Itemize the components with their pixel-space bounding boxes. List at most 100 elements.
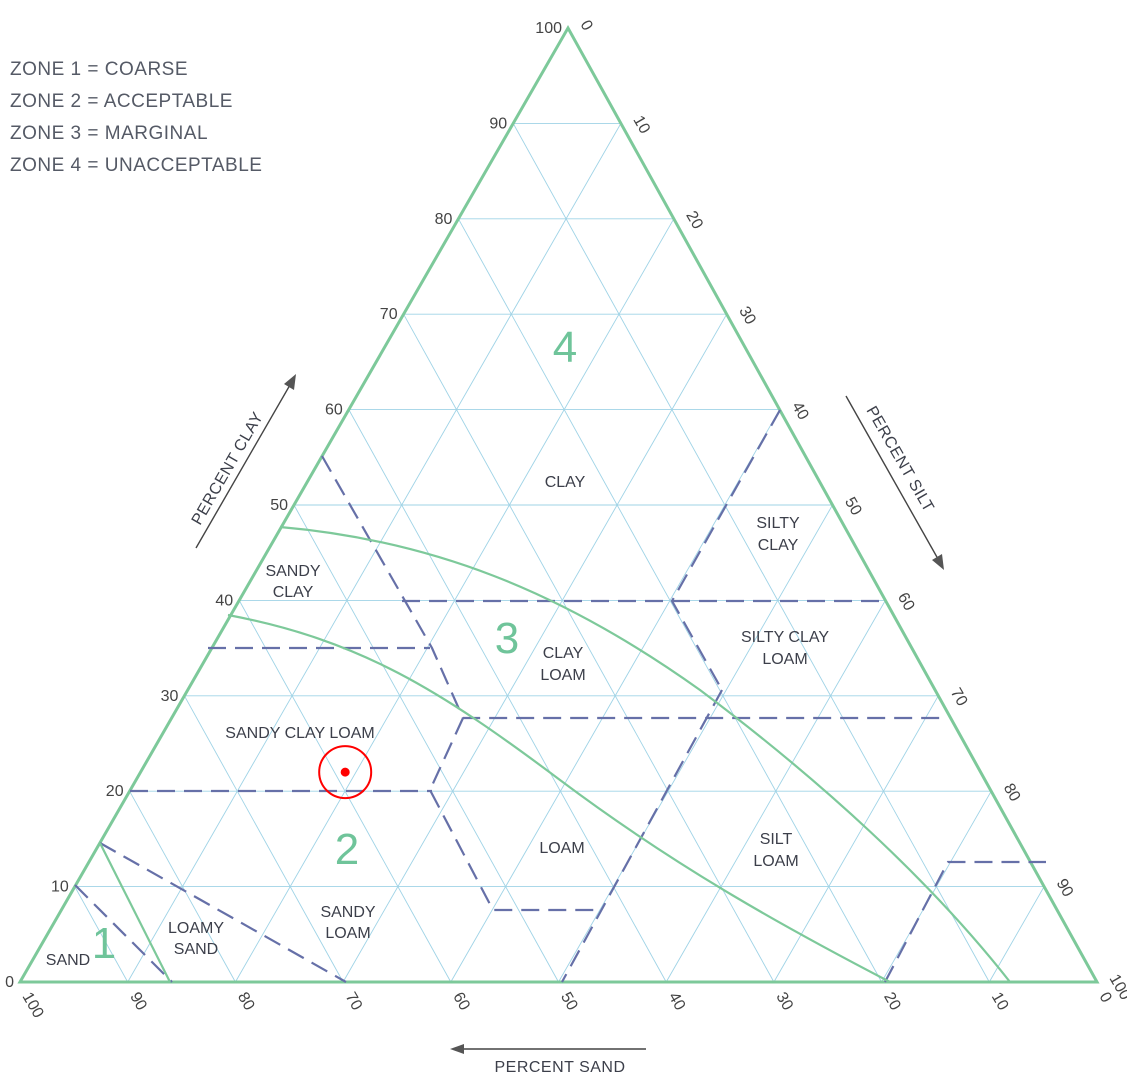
legend-zone-4: ZONE 4 = UNACCEPTABLE	[10, 155, 262, 176]
sand-arrow-head-icon	[450, 1044, 464, 1054]
clay-arrow-head-icon	[284, 374, 296, 390]
zone-3-number: 3	[495, 614, 519, 663]
label-sandy-clay-loam: SANDY CLAY LOAM	[225, 725, 374, 742]
sand-tick-40: 40	[665, 990, 689, 1014]
clay-axis-title: PERCENT CLAY	[189, 374, 296, 549]
sand-tick-80: 80	[234, 990, 258, 1014]
sample-point-marker	[318, 745, 373, 800]
clay-tick-50: 50	[270, 497, 288, 514]
clay-tick-0: 0	[5, 974, 14, 991]
grid-line-silt-80	[881, 790, 992, 983]
label-clay-loam-1: CLAY	[543, 645, 584, 662]
boundary-clay-loam-left	[321, 455, 940, 720]
label-loamy-sand-1: LOAMY	[168, 920, 224, 937]
grid-line-sand-90	[74, 886, 129, 983]
clay-tick-90: 90	[489, 115, 507, 132]
sand-tick-30: 30	[772, 990, 796, 1014]
zone-1-number: 1	[92, 919, 116, 968]
label-sandy-loam-1: SANDY	[320, 904, 375, 921]
sand-tick-10: 10	[988, 990, 1012, 1014]
zone-3-4-boundary-curve	[279, 525, 1011, 983]
boundary-loam-right	[561, 689, 723, 983]
silt-tick-0: 0	[577, 18, 596, 34]
clay-tick-70: 70	[380, 306, 398, 323]
clay-tick-20: 20	[106, 783, 124, 800]
clay-axis-arrow	[195, 377, 295, 549]
label-clay: CLAY	[545, 474, 586, 491]
zone-numbers: 4 3 2 1	[92, 323, 577, 968]
silt-tick-40: 40	[788, 399, 812, 423]
label-silty-clay-2: CLAY	[758, 537, 799, 554]
label-loam: LOAM	[539, 840, 584, 857]
boundary-loam-left	[428, 717, 602, 912]
sand-tick-50: 50	[557, 990, 581, 1014]
sample-dot	[340, 767, 350, 777]
grid-line-silt-60	[665, 600, 886, 983]
grid-line-silt-30	[342, 313, 728, 983]
texture-class-boundaries	[74, 409, 1046, 983]
sample-ring	[318, 745, 373, 800]
boundary-sand-loamy-sand	[74, 884, 173, 983]
clay-tick-labels: 0 10 20 30 40 50 60 70 80 90 100	[5, 20, 562, 991]
sand-tick-60: 60	[449, 990, 473, 1014]
grid-line-sand-70	[184, 695, 344, 983]
sand-tick-labels: 100 90 80 70 60 50 40 30 20 10 0	[19, 990, 1115, 1022]
silt-tick-90: 90	[1053, 876, 1077, 900]
clay-tick-10: 10	[51, 879, 69, 896]
label-sand: SAND	[46, 952, 90, 969]
label-silt-loam-1: SILT	[760, 831, 793, 848]
sand-axis-label: PERCENT SAND	[494, 1059, 625, 1076]
clay-tick-100: 100	[535, 20, 562, 37]
label-silt-loam-2: LOAM	[753, 853, 798, 870]
sand-tick-0: 0	[1096, 990, 1115, 1006]
label-sandy-clay-1: SANDY	[265, 563, 320, 580]
silt-tick-10: 10	[629, 113, 653, 137]
silt-axis-title: PERCENT SILT	[845, 395, 944, 570]
zone-legend: ZONE 1 = COARSE ZONE 2 = ACCEPTABLE ZONE…	[10, 59, 262, 176]
zone-4-number: 4	[553, 323, 577, 372]
label-silty-clay-loam-2: LOAM	[762, 651, 807, 668]
sand-tick-70: 70	[342, 990, 366, 1014]
silt-tick-30: 30	[735, 304, 759, 328]
grid-line-silt-70	[773, 695, 939, 983]
sand-tick-90: 90	[126, 990, 150, 1014]
silt-tick-60: 60	[894, 590, 918, 614]
boundary-silty-clay-left	[670, 409, 781, 691]
zone-2-number: 2	[335, 825, 359, 874]
silt-tick-50: 50	[841, 495, 865, 519]
silt-tick-70: 70	[947, 685, 971, 709]
sand-tick-100: 100	[19, 990, 47, 1022]
label-silty-clay-1: SILTY	[756, 515, 800, 532]
sand-axis-title: PERCENT SAND	[450, 1044, 646, 1076]
grid-line-silt-50	[558, 504, 833, 983]
triangle-outline	[17, 24, 1100, 984]
clay-tick-40: 40	[215, 592, 233, 609]
legend-zone-3: ZONE 3 = MARGINAL	[10, 123, 208, 144]
boundary-silt	[884, 860, 1046, 983]
boundary-loamy-sand-sandy-loam	[99, 842, 347, 983]
grid-line-sand-10	[512, 123, 990, 983]
grid-line-sand-50	[293, 504, 559, 983]
clay-tick-80: 80	[435, 211, 453, 228]
clay-tick-30: 30	[161, 688, 179, 705]
clay-axis-label: PERCENT CLAY	[189, 409, 267, 528]
zone-1-boundary	[99, 842, 171, 983]
silt-arrow-head-icon	[932, 554, 944, 570]
label-silty-clay-loam-1: SILTY CLAY	[741, 629, 829, 646]
silt-axis-arrow	[845, 395, 943, 567]
clay-tick-60: 60	[325, 402, 343, 419]
grid-line-silt-10	[127, 123, 622, 983]
label-sandy-clay-2: CLAY	[273, 584, 314, 601]
zone-2-3-boundary-curve	[227, 613, 891, 983]
silt-axis-label: PERCENT SILT	[863, 404, 937, 516]
grid-line-sand-60	[238, 600, 452, 983]
legend-zone-1: ZONE 1 = COARSE	[10, 59, 188, 80]
silt-tick-20: 20	[682, 208, 706, 232]
silt-tick-80: 80	[1000, 781, 1024, 805]
grid-line-sand-80	[129, 790, 236, 983]
label-clay-loam-2: LOAM	[540, 667, 585, 684]
sand-tick-20: 20	[880, 990, 904, 1014]
grid-line-sand-30	[403, 313, 775, 983]
